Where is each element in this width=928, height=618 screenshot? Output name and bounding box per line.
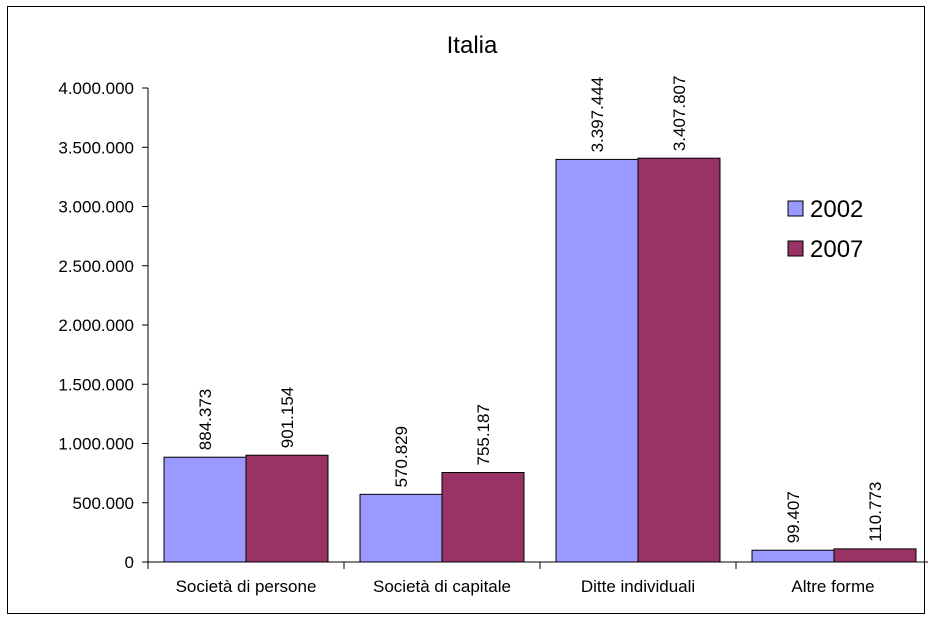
y-tick-label: 1.000.000 bbox=[58, 435, 134, 454]
data-labels: 884.373 901.154 570.829 755.187 3.397.444 3.4… bbox=[196, 76, 885, 544]
y-tick-label: 1.500.000 bbox=[58, 375, 134, 394]
legend-swatch-2007 bbox=[787, 240, 804, 257]
x-tick-label: Società di capitale bbox=[373, 577, 511, 596]
data-label: 110.773 bbox=[866, 482, 885, 542]
bar-2007-4 bbox=[833, 548, 917, 563]
y-tick-label: 0 bbox=[125, 553, 134, 572]
data-label: 570.829 bbox=[392, 426, 411, 487]
axes: 0 500.000 1.000.000 1.500.000 2.000.000 2.500… bbox=[58, 79, 928, 596]
y-tick-label: 500.000 bbox=[73, 494, 134, 513]
bar-2007-1 bbox=[245, 454, 329, 563]
bar-2002-4 bbox=[751, 549, 835, 563]
y-tick-label: 3.000.000 bbox=[58, 198, 134, 217]
x-tick-label: Società di persone bbox=[176, 577, 317, 596]
legend-label-2007: 2007 bbox=[810, 236, 863, 263]
legend: 2002 2007 bbox=[787, 196, 863, 263]
legend-label-2002: 2002 bbox=[810, 196, 863, 223]
bar-2002-1 bbox=[163, 456, 247, 563]
data-label: 3.397.444 bbox=[588, 77, 607, 153]
bars bbox=[163, 157, 917, 563]
bar-2002-2 bbox=[359, 493, 443, 563]
bar-2007-2 bbox=[441, 472, 525, 563]
data-label: 99.407 bbox=[784, 491, 803, 543]
x-tick-label: Altre forme bbox=[791, 577, 874, 596]
bar-2002-3 bbox=[555, 158, 639, 563]
y-tick-label: 2.500.000 bbox=[58, 257, 134, 276]
bar-2007-3 bbox=[637, 157, 721, 563]
y-tick-label: 2.000.000 bbox=[58, 316, 134, 335]
data-label: 884.373 bbox=[196, 389, 215, 450]
data-label: 3.407.807 bbox=[670, 76, 689, 152]
x-tick-label: Ditte individuali bbox=[581, 577, 695, 596]
y-tick-label: 4.000.000 bbox=[58, 79, 134, 98]
y-tick-label: 3.500.000 bbox=[58, 138, 134, 157]
data-label: 755.187 bbox=[474, 404, 493, 465]
legend-swatch-2002 bbox=[787, 200, 804, 217]
chart-title: Italia bbox=[447, 32, 498, 59]
data-label: 901.154 bbox=[278, 387, 297, 448]
